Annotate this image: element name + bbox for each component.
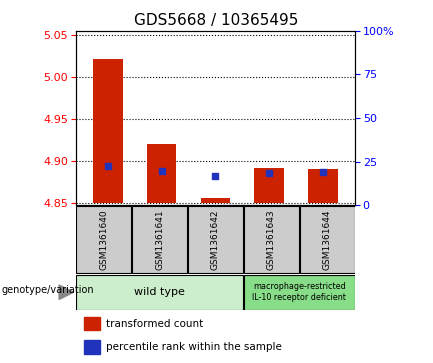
Bar: [147, 144, 177, 203]
Bar: [254, 168, 284, 203]
Point: [266, 170, 273, 176]
Bar: [308, 169, 338, 203]
Text: GSM1361642: GSM1361642: [211, 209, 220, 270]
Text: genotype/variation: genotype/variation: [1, 285, 94, 295]
Text: GSM1361640: GSM1361640: [99, 209, 108, 270]
Point: [104, 163, 111, 168]
Point: [158, 168, 165, 174]
Bar: [84, 317, 100, 330]
Bar: [188, 206, 243, 273]
Bar: [84, 340, 100, 354]
Bar: [300, 206, 355, 273]
Bar: [76, 206, 131, 273]
Text: GDS5668 / 10365495: GDS5668 / 10365495: [134, 13, 299, 28]
Text: transformed count: transformed count: [107, 318, 204, 329]
Text: wild type: wild type: [134, 287, 185, 297]
Bar: [93, 59, 123, 203]
Bar: [244, 206, 299, 273]
Point: [320, 170, 326, 175]
Text: GSM1361643: GSM1361643: [267, 209, 276, 270]
Text: macrophage-restricted
IL-10 receptor deficient: macrophage-restricted IL-10 receptor def…: [252, 282, 346, 302]
Bar: [76, 275, 243, 310]
Bar: [200, 198, 230, 203]
Text: percentile rank within the sample: percentile rank within the sample: [107, 342, 282, 352]
Text: GSM1361641: GSM1361641: [155, 209, 164, 270]
Polygon shape: [59, 285, 74, 299]
Text: GSM1361644: GSM1361644: [323, 209, 332, 270]
Bar: [244, 275, 355, 310]
Bar: [132, 206, 187, 273]
Point: [212, 174, 219, 179]
